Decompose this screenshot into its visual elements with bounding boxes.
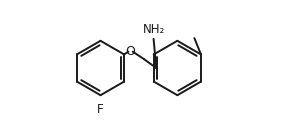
- Text: NH₂: NH₂: [143, 23, 165, 36]
- Text: O: O: [126, 45, 135, 58]
- Text: F: F: [97, 103, 104, 116]
